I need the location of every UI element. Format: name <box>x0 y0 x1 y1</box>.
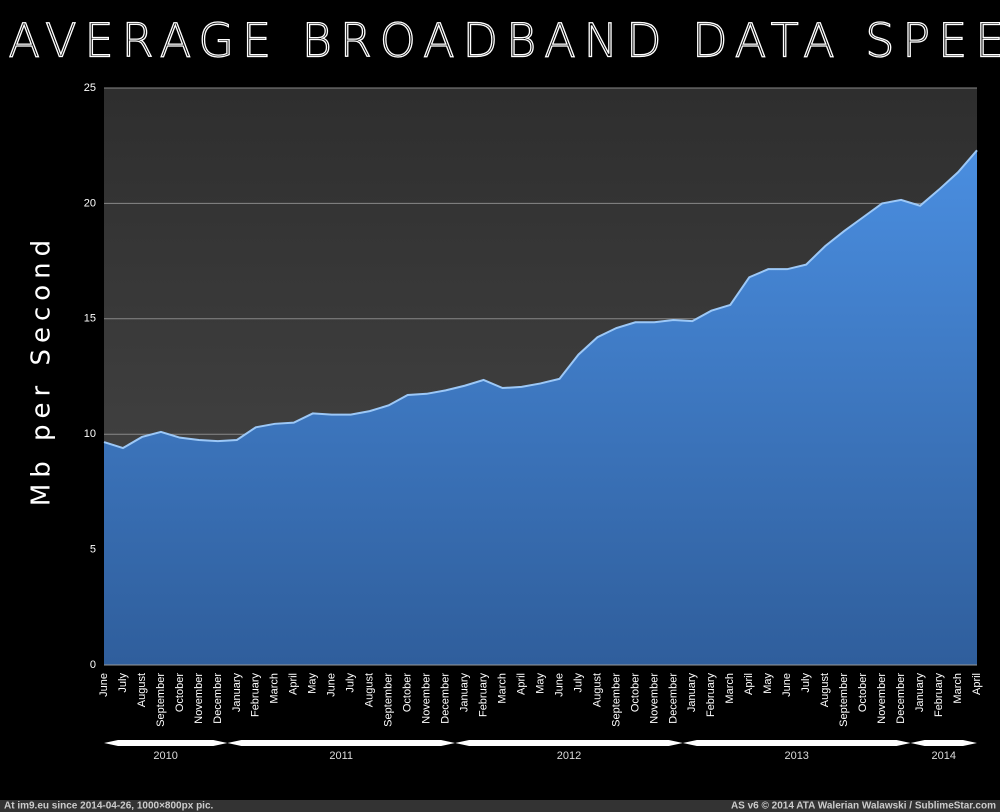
x-tick-label: October <box>857 673 869 712</box>
x-tick-label: May <box>534 673 546 694</box>
year-label: 2012 <box>557 750 581 762</box>
x-tick-label: July <box>345 673 357 693</box>
x-tick-label: December <box>667 673 679 724</box>
x-tick-label: August <box>364 673 376 707</box>
footer-bar <box>0 800 1000 812</box>
x-tick-label: January <box>231 673 243 713</box>
year-bracket <box>910 740 977 746</box>
x-tick-label: March <box>724 673 736 704</box>
x-tick-label: October <box>629 673 641 712</box>
x-tick-label: June <box>326 673 338 697</box>
x-tick-label: August <box>819 673 831 707</box>
x-tick-label: November <box>421 673 433 724</box>
x-tick-label: February <box>933 673 945 718</box>
y-tick-label: 5 <box>90 544 96 556</box>
x-tick-label: April <box>971 673 983 695</box>
x-tick-label: December <box>895 673 907 724</box>
x-tick-label: September <box>383 673 395 727</box>
x-tick-label: April <box>743 673 755 695</box>
y-tick-label: 20 <box>84 197 96 209</box>
x-tick-label: August <box>591 673 603 707</box>
area-edge <box>103 149 978 450</box>
x-tick-label: October <box>402 673 414 712</box>
year-bracket <box>227 740 456 746</box>
x-tick-label: January <box>686 673 698 713</box>
x-tick-label: January <box>914 673 926 713</box>
y-tick-label: 0 <box>90 659 96 671</box>
year-label: 2011 <box>329 750 353 762</box>
x-tick-label: February <box>705 673 717 718</box>
year-bracket <box>104 740 228 746</box>
x-tick-label: May <box>307 673 319 694</box>
x-tick-label: November <box>876 673 888 724</box>
x-tick-label: May <box>762 673 774 694</box>
x-tick-label: November <box>648 673 660 724</box>
footer-left: At im9.eu since 2014-04-26, 1000×800px p… <box>4 801 214 812</box>
y-tick-label: 10 <box>84 428 96 440</box>
x-tick-label: December <box>212 673 224 724</box>
x-tick-label: January <box>458 673 470 713</box>
x-tick-label: February <box>477 673 489 718</box>
x-tick-label: March <box>952 673 964 704</box>
year-label: 2010 <box>153 750 177 762</box>
x-tick-label: June <box>98 673 110 697</box>
x-tick-label: June <box>781 673 793 697</box>
x-tick-label: July <box>117 673 129 693</box>
x-tick-label: April <box>515 673 527 695</box>
x-tick-label: November <box>193 673 205 724</box>
year-label: 2013 <box>784 750 808 762</box>
x-tick-label: December <box>440 673 452 724</box>
x-tick-label: March <box>496 673 508 704</box>
year-label: 2014 <box>932 750 956 762</box>
x-tick-label: June <box>553 673 565 697</box>
x-tick-label: March <box>269 673 281 704</box>
x-tick-label: September <box>155 673 167 727</box>
x-tick-label: September <box>838 673 850 727</box>
footer-right: AS v6 © 2014 ATA Walerian Walawski / Sub… <box>731 801 996 812</box>
x-tick-label: July <box>572 673 584 693</box>
x-tick-label: July <box>800 673 812 693</box>
x-tick-label: September <box>610 673 622 727</box>
chart-title: US AVERAGE BROADBAND DATA SPEEDS <box>0 14 1000 68</box>
y-axis-label: Mb per Second <box>27 234 57 506</box>
x-tick-label: August <box>136 673 148 707</box>
year-bracket <box>455 740 683 746</box>
y-tick-label: 15 <box>84 313 96 325</box>
x-tick-label: February <box>250 673 262 718</box>
area <box>104 150 977 666</box>
year-bracket <box>682 740 911 746</box>
x-tick-label: April <box>288 673 300 695</box>
x-tick-label: October <box>174 673 186 712</box>
y-tick-label: 25 <box>84 82 96 94</box>
